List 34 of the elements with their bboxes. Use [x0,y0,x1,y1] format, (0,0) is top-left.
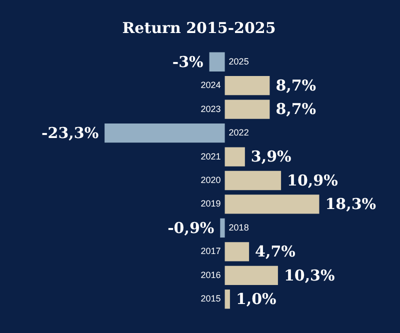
bar [224,100,270,119]
data-label: 10,9% [287,171,338,190]
data-label: 3,9% [250,148,292,166]
bar [224,266,278,285]
data-label: 10,3% [284,266,335,284]
bar [224,194,320,214]
y-tick-label: 2015 [200,294,221,304]
y-tick-label: 2021 [200,151,221,162]
data-label: 8,7% [276,76,316,94]
bar [209,52,225,72]
data-label: -3% [172,52,204,71]
y-tick-label: 2018 [228,222,249,232]
y-tick-label: 2025 [228,56,249,66]
data-label: 1,0% [236,290,276,308]
bar [224,290,230,309]
data-label: -0,9% [168,218,214,237]
y-tick-label: 2020 [200,174,221,185]
bar [224,76,270,96]
bar [224,242,250,262]
bar [104,123,225,143]
chart-title: Return 2015-2025 [122,18,276,37]
data-label: 4,7% [255,242,296,261]
bar [220,218,225,238]
data-label: 8,7% [276,100,316,118]
y-tick-label: 2024 [200,80,221,90]
y-tick-label: 2017 [200,246,221,256]
y-tick-label: 2022 [228,128,249,138]
y-tick-label: 2016 [200,270,221,280]
y-tick-label: 2019 [200,198,221,209]
bar [224,147,245,166]
y-tick-label: 2023 [200,104,221,114]
data-label: 18,3% [325,195,376,214]
data-label: -23,3% [42,124,99,142]
bar [224,170,282,190]
